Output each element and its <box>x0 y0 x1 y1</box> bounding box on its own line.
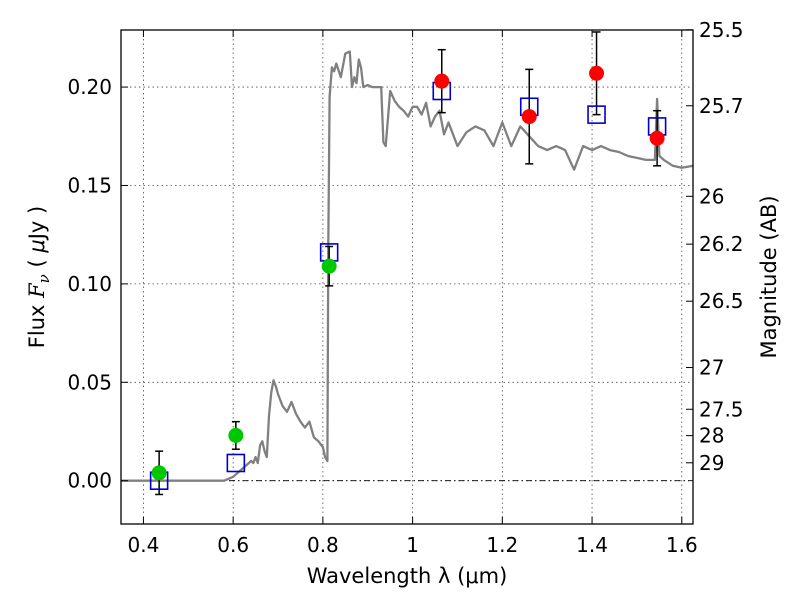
x-tick-label: 1 <box>406 533 419 557</box>
right-tick-label: 29 <box>699 451 724 475</box>
y-axis-label: Flux Fν ( μJy ) <box>25 206 53 348</box>
x-tick-label: 0.4 <box>128 533 160 557</box>
right-tick-label: 26 <box>699 184 724 208</box>
right-tick-label: 26.5 <box>699 289 744 313</box>
model-point <box>587 105 606 124</box>
right-tick-label: 27 <box>699 356 724 380</box>
measurement-point <box>434 73 450 89</box>
axes-frame <box>120 29 694 525</box>
measurement-point <box>589 65 605 81</box>
ticks <box>121 29 693 524</box>
measurement-point <box>649 130 665 146</box>
detection-point <box>151 465 167 481</box>
right-tick-label: 27.5 <box>699 397 744 421</box>
x-tick-label: 1.4 <box>576 533 608 557</box>
y-tick-label: 0.10 <box>67 272 112 296</box>
model-point <box>226 453 246 473</box>
right-tick-label: 25.7 <box>699 94 744 118</box>
x-tick-label: 0.8 <box>307 533 339 557</box>
x-tick-label: 0.6 <box>217 533 249 557</box>
right-tick-label: 26.2 <box>699 232 744 256</box>
x-axis-label: Wavelength λ (μm) <box>307 564 508 588</box>
right-tick-label: 28 <box>699 424 724 448</box>
detection-point <box>228 427 244 443</box>
x-tick-label: 1.6 <box>666 533 698 557</box>
plot-area <box>121 31 694 496</box>
model-spectrum-line <box>121 50 694 482</box>
right-axis-label: Magnitude (AB) <box>757 195 781 358</box>
y-tick-label: 0.05 <box>67 370 112 394</box>
tick-labels: 0.4 0.6 0.8 1 1.2 1.4 1.6 0.00 0.05 0.10 0.15 0.20 2… <box>67 18 743 557</box>
x-tick-label: 1.2 <box>486 533 518 557</box>
right-tick-label: 25.5 <box>699 18 744 42</box>
detection-point <box>321 258 337 274</box>
y-tick-label: 0.00 <box>67 469 112 493</box>
y-tick-label: 0.20 <box>67 75 112 99</box>
y-tick-label: 0.15 <box>67 173 112 197</box>
measurement-point <box>521 109 537 125</box>
